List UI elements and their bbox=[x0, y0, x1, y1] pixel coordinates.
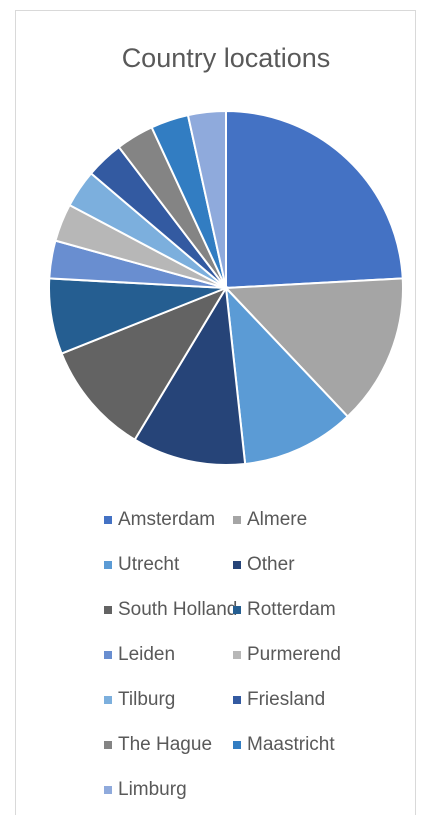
legend-marker bbox=[233, 561, 241, 569]
legend-marker bbox=[233, 606, 241, 614]
pie-slice bbox=[224, 285, 350, 466]
legend-label: Limburg bbox=[118, 779, 187, 800]
pie-slice bbox=[133, 284, 247, 466]
legend-label: Maastricht bbox=[247, 734, 335, 755]
pie-slice bbox=[186, 109, 227, 289]
legend-marker bbox=[233, 651, 241, 659]
legend-marker bbox=[104, 516, 112, 524]
legend-label: Almere bbox=[247, 509, 307, 530]
legend-marker bbox=[104, 741, 112, 749]
legend-marker bbox=[104, 651, 112, 659]
legend-label: Leiden bbox=[118, 644, 175, 665]
legend-marker bbox=[233, 516, 241, 524]
legend-label: Amsterdam bbox=[118, 509, 215, 530]
legend-label: Rotterdam bbox=[247, 599, 336, 620]
legend-marker bbox=[104, 786, 112, 794]
legend-label: South Holland bbox=[118, 599, 237, 620]
legend-label: Tilburg bbox=[118, 689, 175, 710]
pie-slice bbox=[60, 285, 229, 442]
legend-marker bbox=[233, 696, 241, 704]
legend-label: Utrecht bbox=[118, 554, 180, 575]
chart-title: Country locations bbox=[122, 43, 331, 73]
legend-marker bbox=[104, 606, 112, 614]
pie-slice bbox=[225, 109, 404, 290]
pie-slice bbox=[223, 277, 404, 418]
legend-label: Friesland bbox=[247, 689, 325, 710]
legend-marker bbox=[104, 561, 112, 569]
legend-marker bbox=[104, 696, 112, 704]
legend-marker bbox=[233, 741, 241, 749]
legend-label: The Hague bbox=[118, 734, 212, 755]
legend-label: Other bbox=[247, 554, 295, 575]
legend-label: Purmerend bbox=[247, 644, 341, 665]
